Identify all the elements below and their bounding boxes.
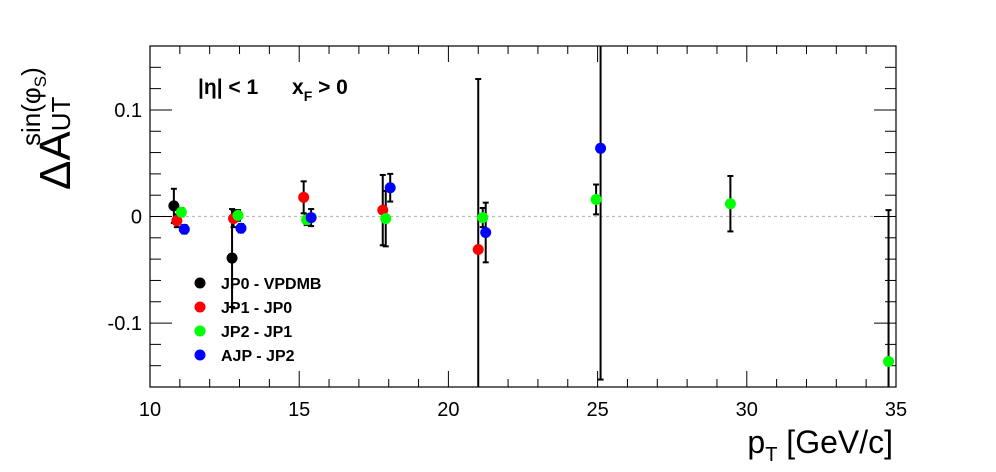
x-tick-label: 20 <box>437 399 459 421</box>
annotation-xf: xF > 0 <box>292 76 348 104</box>
data-point <box>883 355 895 367</box>
svg-text:ΔAUT: ΔAUT <box>31 96 80 190</box>
y-axis-label-sup: sin(φ <box>16 87 46 146</box>
data-point <box>590 193 602 205</box>
y-axis-label-sup-sub: S <box>31 76 50 87</box>
legend-label: JP0 - VPDMB <box>221 276 321 293</box>
x-tick-label: 10 <box>139 399 161 421</box>
y-axis-label: ΔAUT sin(φS) <box>16 67 80 190</box>
legend-label: JP1 - JP0 <box>221 300 292 317</box>
data-point <box>171 215 183 227</box>
x-axis-label-main: p <box>747 424 765 460</box>
annotation-xf-main: x <box>292 76 304 99</box>
legend-label: JP2 - JP1 <box>221 324 292 341</box>
data-point <box>477 212 489 224</box>
annotation-xf-sub: F <box>304 88 313 104</box>
data-point <box>298 191 310 203</box>
data-point <box>178 223 190 235</box>
data-point <box>380 213 392 225</box>
x-tick-label: 30 <box>736 399 758 421</box>
y-tick-label: 0.1 <box>114 100 142 122</box>
data-point <box>305 212 317 224</box>
data-point <box>226 252 238 264</box>
data-point <box>384 182 396 194</box>
data-point <box>472 244 484 256</box>
data-point <box>724 198 736 210</box>
data-point <box>595 142 607 154</box>
x-axis-label: pT [GeV/c] <box>747 424 893 466</box>
x-axis-label-sub: T <box>765 444 777 466</box>
annotation-xf-rest: > 0 <box>312 76 348 99</box>
svg-text:sin(φS): sin(φS) <box>16 67 50 146</box>
legend-marker <box>194 325 206 337</box>
annotation-eta: |η| < 1 <box>198 76 259 99</box>
data-point <box>168 200 180 212</box>
x-tick-label: 35 <box>885 399 907 421</box>
data-point <box>377 204 389 216</box>
legend-marker <box>194 277 206 289</box>
data-point <box>232 209 244 221</box>
legend: JP0 - VPDMB JP1 - JP0 JP2 - JP1 AJP - JP2 <box>194 276 321 365</box>
tick-labels: 10 15 20 25 30 35 -0.1 0 0.1 <box>108 100 908 421</box>
data-point <box>235 222 247 234</box>
legend-label: AJP - JP2 <box>221 348 295 365</box>
x-tick-label: 25 <box>586 399 608 421</box>
legend-marker <box>194 301 206 313</box>
y-tick-label: -0.1 <box>108 313 142 335</box>
plot-frame <box>149 45 897 388</box>
legend-marker <box>194 349 206 361</box>
data-point <box>480 226 492 238</box>
y-axis-label-sup-close: ) <box>16 67 46 76</box>
x-axis-label-rest: [GeV/c] <box>777 424 893 460</box>
y-axis-label-sub: UT <box>46 96 76 131</box>
y-axis-label-main: ΔA <box>31 131 80 190</box>
y-tick-label: 0 <box>131 207 142 229</box>
x-tick-label: 15 <box>288 399 310 421</box>
data-points <box>168 142 895 367</box>
data-point <box>175 206 187 218</box>
